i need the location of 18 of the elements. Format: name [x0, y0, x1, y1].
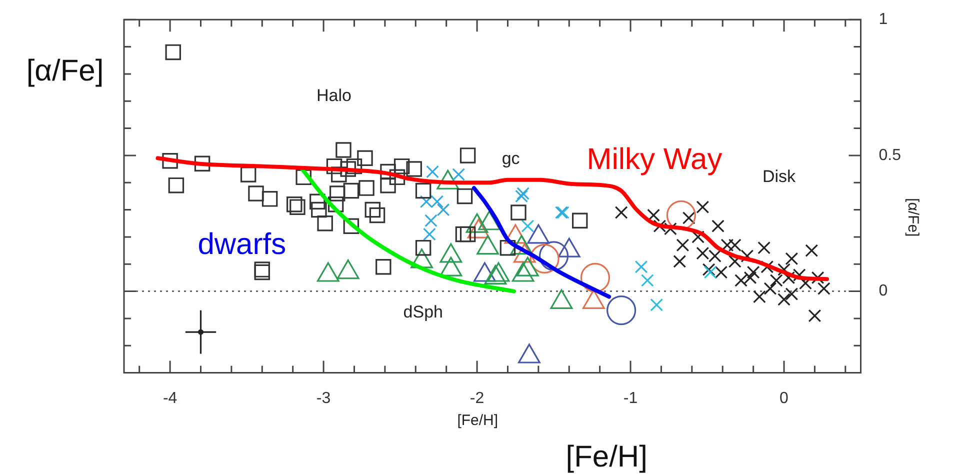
y-tick-label: 0.5: [878, 146, 902, 164]
text: [α/Fe]: [904, 198, 922, 237]
y-axis-title: [α/Fe]: [26, 54, 104, 88]
y-tick-label: 1: [878, 11, 888, 28]
x-tick-label: -2: [470, 390, 484, 407]
annotation: Halo: [316, 86, 352, 105]
x-tick-label: -3: [316, 390, 331, 407]
x-tick-label: -4: [162, 390, 178, 407]
y-tick-label: 0: [878, 282, 888, 300]
x-axis-title: [Fe/H]: [566, 440, 648, 474]
x-tick-label: -1: [623, 390, 638, 407]
text: [Fe/H]: [457, 412, 498, 429]
text: dwarfs: [198, 228, 286, 261]
x-tick-label: 0: [780, 390, 789, 407]
annotation: gc: [502, 148, 520, 168]
annotation: dSph: [403, 302, 443, 322]
annotation: Disk: [762, 166, 796, 186]
series-label: Milky Way: [586, 143, 722, 176]
